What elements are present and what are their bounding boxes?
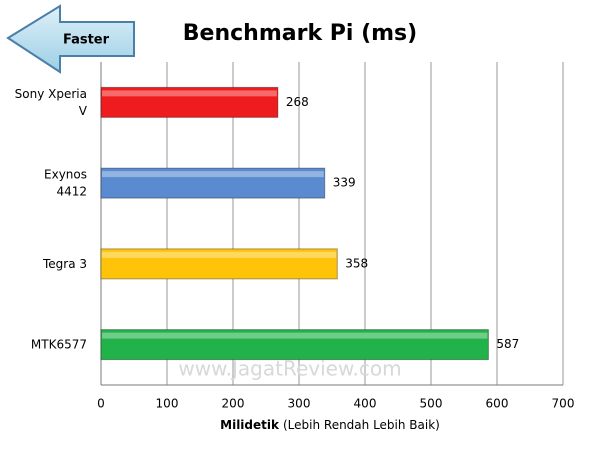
- bar: [100, 329, 489, 361]
- annotation: Faster: [63, 33, 110, 48]
- y-tick-label: Exynos 4412: [44, 167, 87, 198]
- bar: [100, 167, 326, 199]
- x-tick-label: 300: [288, 397, 311, 411]
- bar-shine: [102, 171, 324, 178]
- bar-shine: [102, 251, 337, 258]
- x-axis-label-note: (Lebih Rendah Lebih Baik): [283, 418, 440, 432]
- x-tick-label: 200: [222, 397, 245, 411]
- y-tick-label: MTK6577: [31, 337, 87, 351]
- y-tick-label: Tegra 3: [42, 256, 87, 270]
- bar: [100, 248, 338, 280]
- value-label: 268: [286, 95, 309, 109]
- faster-arrow: [6, 4, 135, 74]
- watermark: www.JagatReview.com: [178, 357, 401, 381]
- bar: [100, 86, 279, 118]
- chart-title: Benchmark Pi (ms): [183, 21, 417, 46]
- value-label: 587: [496, 337, 519, 351]
- x-tick-label: 500: [420, 397, 443, 411]
- x-tick-label: 0: [97, 397, 105, 411]
- value-label: 358: [345, 256, 368, 270]
- y-tick-label: Sony Xperia V: [15, 86, 88, 117]
- x-axis-label: Milidetik (Lebih Rendah Lebih Baik): [220, 418, 440, 432]
- x-tick-label: 100: [156, 397, 179, 411]
- x-tick-label: 700: [552, 397, 575, 411]
- bar-shine: [102, 332, 488, 339]
- value-label: 339: [333, 176, 356, 190]
- bar-shine: [102, 90, 277, 97]
- x-tick-label: 400: [354, 397, 377, 411]
- x-axis-label-main: Milidetik: [220, 418, 280, 432]
- x-tick-label: 600: [486, 397, 509, 411]
